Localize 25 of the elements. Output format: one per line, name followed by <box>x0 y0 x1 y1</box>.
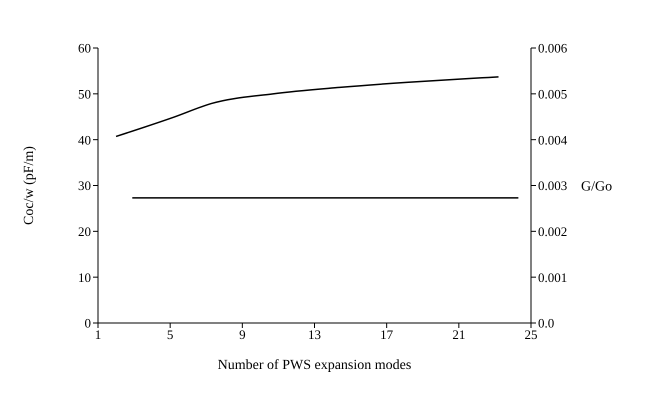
y-tick-label: 30 <box>78 178 91 194</box>
x-tick-label: 13 <box>308 327 321 342</box>
y2-tick-label: 0.003 <box>538 178 568 194</box>
x-tick-label: 17 <box>380 327 394 342</box>
y-tick-label: 60 <box>78 40 91 56</box>
x-tick-label: 21 <box>452 327 466 342</box>
y-tick-label: 0 <box>84 316 91 331</box>
x-tick-label: 1 <box>94 327 102 342</box>
y2-tick-label: 0.004 <box>538 132 568 148</box>
y2-tick-label: 0.001 <box>538 270 568 285</box>
y2-tick-label: 0.002 <box>538 224 568 239</box>
y2-tick-label: 0.0 <box>538 316 554 331</box>
y2-tick-label: 0.006 <box>538 40 568 56</box>
y2-axis-title: G/Go <box>581 179 612 194</box>
line-series <box>115 76 500 138</box>
x-tick-label: 25 <box>524 327 538 342</box>
y-tick-label: 50 <box>78 86 91 102</box>
y-tick-label: 20 <box>78 224 91 239</box>
x-tick-label: 9 <box>239 327 246 342</box>
y2-tick-label: 0.005 <box>538 86 568 102</box>
x-tick-label: 5 <box>166 327 174 342</box>
y-axis-title: Coc/w (pF/m) <box>22 146 37 225</box>
y-tick-label: 10 <box>78 270 91 285</box>
y-tick-label: 40 <box>78 132 91 148</box>
x-axis-title: Number of PWS expansion modes <box>218 358 412 373</box>
